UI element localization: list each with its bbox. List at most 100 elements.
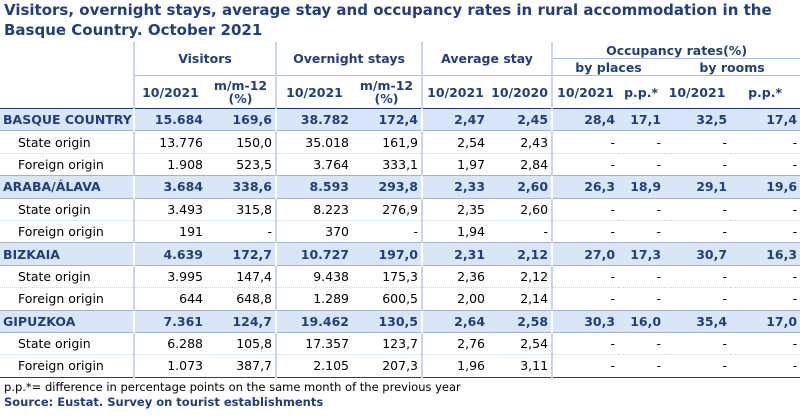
cell-p-pp: -: [618, 354, 665, 378]
cell-r-pp: -: [730, 265, 800, 289]
cell-v-mm: 169,6: [206, 107, 277, 132]
cell-p: -: [551, 287, 619, 311]
origin-row: State origin 13.776 150,0 35.018 161,9 2,54 2,…: [0, 130, 800, 154]
row-label: State origin: [0, 265, 134, 289]
header-mm12-label: m/m-12: [359, 78, 414, 93]
cell-r-pp: -: [730, 332, 800, 356]
cell-p: -: [551, 153, 619, 177]
header-average-stay: Average stay: [421, 42, 553, 76]
cell-p-pp: 18,9: [618, 175, 665, 199]
cell-v-mm: 387,7: [206, 354, 277, 378]
header-by-places: by places: [551, 58, 665, 76]
cell-a21: 2,00: [421, 287, 489, 311]
table-header: Visitors Overnight stays Average stay Oc…: [0, 42, 800, 109]
cell-a20: 2,45: [488, 107, 553, 132]
cell-r-pp: -: [730, 220, 800, 244]
row-label: Foreign origin: [0, 153, 134, 177]
cell-r: 29,1: [664, 175, 731, 199]
cell-o: 10.727: [275, 242, 353, 266]
cell-r-pp: -: [730, 287, 800, 311]
cell-p: 30,3: [551, 309, 619, 333]
header-blank: [0, 42, 134, 109]
origin-row: State origin 3.493 315,8 8.223 276,9 2,35 2,60…: [0, 198, 800, 221]
cell-o-mm: 333,1: [352, 153, 423, 177]
cell-p: -: [551, 198, 619, 221]
row-label: Foreign origin: [0, 220, 134, 244]
cell-r: -: [664, 153, 731, 177]
cell-r-pp: 17,4: [730, 107, 800, 132]
header-occupancy: Occupancy rates(%): [551, 42, 800, 59]
row-label: Foreign origin: [0, 354, 134, 378]
cell-a21: 2,36: [421, 265, 489, 289]
cell-o: 3.764: [275, 153, 353, 177]
cell-p-pp: 16,0: [618, 309, 665, 333]
cell-p-pp: -: [618, 287, 665, 311]
row-label: State origin: [0, 130, 134, 154]
cell-v: 7.361: [133, 309, 206, 333]
cell-o-mm: 293,8: [352, 175, 423, 199]
statistics-table: Visitors Overnight stays Average stay Oc…: [0, 42, 800, 378]
cell-o-mm: 123,7: [352, 332, 423, 356]
cell-a21: 1,97: [421, 153, 489, 177]
cell-v-mm: 147,4: [206, 265, 277, 289]
cell-a20: 2,12: [488, 265, 553, 289]
table-body: BASQUE COUNTRY 15.684 169,6 38.782 172,4 2,47…: [0, 107, 800, 378]
cell-v-mm: 523,5: [206, 153, 277, 177]
cell-a20: 2,54: [488, 332, 553, 356]
cell-r: 30,7: [664, 242, 731, 266]
cell-r-pp: 19,6: [730, 175, 800, 199]
cell-a21: 2,47: [421, 107, 489, 132]
cell-r-pp: 17,0: [730, 309, 800, 333]
header-avg-2021: 10/2021: [421, 75, 489, 109]
row-label: BASQUE COUNTRY: [0, 107, 134, 132]
region-row: ARABA/ÁLAVA 3.684 338,6 8.593 293,8 2,33 2,60 2…: [0, 175, 800, 199]
row-label: BIZKAIA: [0, 242, 134, 266]
origin-row: Foreign origin 191-370-1,94- - - - -: [0, 220, 800, 244]
cell-o: 2.105: [275, 354, 353, 378]
row-label: ARABA/ÁLAVA: [0, 175, 134, 199]
header-stays-period: 10/2021: [275, 75, 353, 109]
row-label: Foreign origin: [0, 287, 134, 311]
cell-v: 1.073: [133, 354, 206, 378]
cell-r-pp: -: [730, 153, 800, 177]
cell-o-mm: 197,0: [352, 242, 423, 266]
cell-r: -: [664, 198, 731, 221]
origin-row: Foreign origin 644 648,8 1.289 600,5 2,00 2,14…: [0, 287, 800, 311]
cell-o-mm: 175,3: [352, 265, 423, 289]
cell-v-mm: -: [206, 220, 277, 244]
cell-p: -: [551, 130, 619, 154]
header-by-rooms: by rooms: [664, 58, 800, 76]
cell-a20: 2,84: [488, 153, 553, 177]
cell-p: 27,0: [551, 242, 619, 266]
cell-a20: 2,58: [488, 309, 553, 333]
origin-row: Foreign origin 1.908 523,5 3.764 333,1 1,97 2,…: [0, 153, 800, 177]
row-label: State origin: [0, 332, 134, 356]
cell-p-pp: -: [618, 198, 665, 221]
cell-o-mm: 172,4: [352, 107, 423, 132]
origin-row: State origin 3.995 147,4 9.438 175,3 2,36 2,12…: [0, 265, 800, 289]
cell-p: -: [551, 332, 619, 356]
cell-r: -: [664, 220, 731, 244]
header-overnight-stays: Overnight stays: [275, 42, 423, 76]
header-stays-mm12: m/m-12 (%): [352, 75, 423, 109]
cell-p-pp: -: [618, 220, 665, 244]
origin-row: State origin 6.288 105,8 17.357 123,7 2,76 2,5…: [0, 332, 800, 356]
cell-a21: 2,64: [421, 309, 489, 333]
cell-a20: 2,60: [488, 198, 553, 221]
cell-o-mm: 161,9: [352, 130, 423, 154]
cell-v: 3.684: [133, 175, 206, 199]
cell-a21: 2,35: [421, 198, 489, 221]
cell-v-mm: 338,6: [206, 175, 277, 199]
header-visitors: Visitors: [132, 42, 277, 76]
cell-a20: 2,14: [488, 287, 553, 311]
cell-a20: 2,60: [488, 175, 553, 199]
header-mm12-pct: (%): [228, 91, 253, 106]
cell-o: 38.782: [275, 107, 353, 132]
region-row: GIPUZKOA 7.361 124,7 19.462 130,5 2,64 2,58 30,…: [0, 309, 800, 333]
source-note: Source: Eustat. Survey on tourist establ…: [4, 394, 324, 409]
cell-p: 28,4: [551, 107, 619, 132]
cell-a21: 1,94: [421, 220, 489, 244]
cell-a20: -: [488, 220, 553, 244]
cell-r-pp: -: [730, 198, 800, 221]
footnote: p.p.*= difference in percentage points o…: [4, 379, 461, 394]
